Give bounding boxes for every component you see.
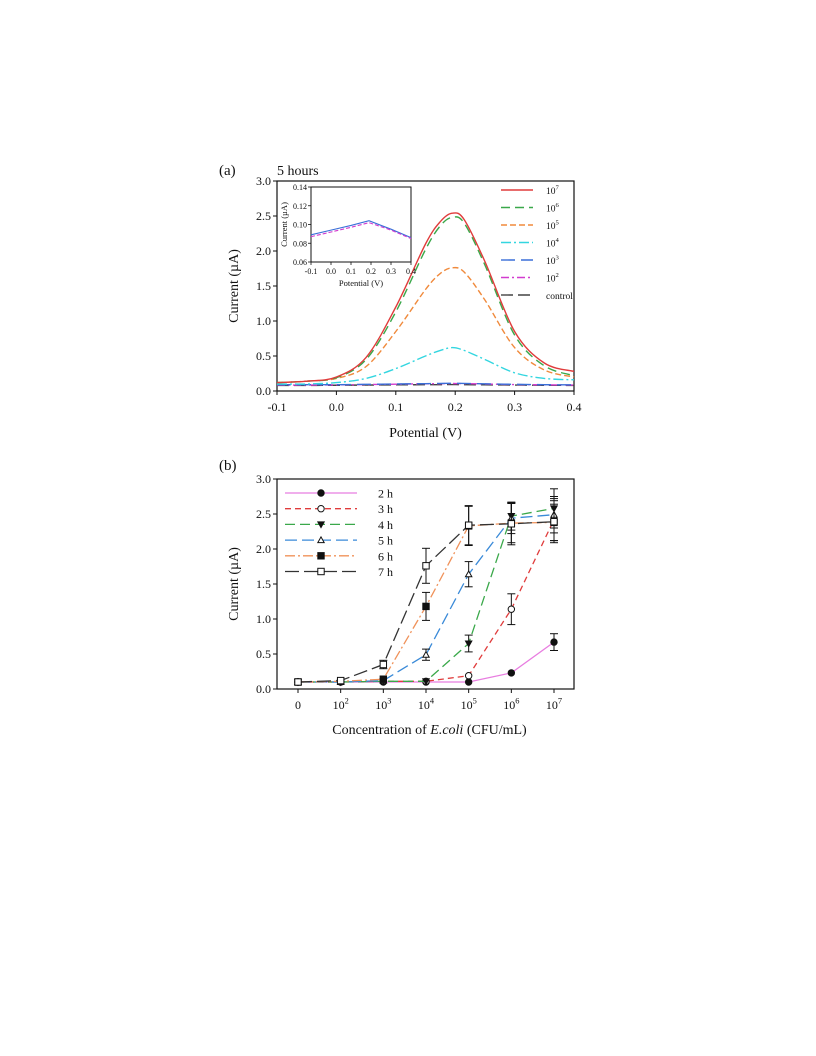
y-ytick-label: 2.0 [256,244,271,258]
series-line-2 [276,266,575,384]
x-tick-label: 0 [295,698,301,712]
inset-x-tick-label: 0.1 [346,267,356,276]
data-point [336,676,345,685]
inset-series-line-0 [310,220,412,239]
legend-label: 106 [546,202,560,214]
data-point [464,672,473,680]
y-axis-label: Current (µA) [227,249,242,323]
x-tick-label: 0.2 [448,400,463,414]
legend-label: 107 [546,185,560,197]
inset-series-line-1 [310,222,412,240]
x-tick-label: 0.0 [329,400,344,414]
legend-marker [316,535,326,544]
data-point [464,640,473,648]
x-tick-label: 102 [333,697,349,712]
legend-label: 104 [546,237,560,249]
legend-label: 103 [546,255,560,267]
legend-marker [317,567,325,576]
y-ytick-label: 3.0 [256,174,271,188]
x-tick-label: 104 [418,697,435,712]
inset-x-tick-label: -0.1 [305,267,318,276]
legend-marker [316,521,326,529]
data-point [507,669,516,677]
series-line-0 [298,641,555,683]
panel-b-chart: (b) 0 102 103 104 105 106 107 0.0 0.5 1.0 1.5 2.0 2.5… [219,458,575,738]
y-ytick-label: 1.0 [256,314,271,328]
y-ytick-label: 0.0 [256,682,271,696]
y-ytick-label: 2.0 [256,542,271,556]
legend-marker [317,505,325,513]
series-line-0 [276,212,575,384]
x-axis-label: Concentration of E.coli (CFU/mL) [332,723,527,738]
y-ytick-label: 0.5 [256,647,271,661]
legend-label: 5 h [378,534,393,548]
data-point [464,569,473,578]
inset-y-tick-label: 0.08 [293,239,307,248]
y-axis-label: Current (µA) [227,547,242,621]
x-tick-label: 0.4 [567,400,582,414]
legend-label: 6 h [378,549,393,563]
inset-x-tick-label: 0.0 [326,267,336,276]
x-axis-label: Potential (V) [389,426,462,441]
inset-x-tick-label: 0.4 [406,267,416,276]
legend-label: 4 h [378,518,393,532]
x-tick-label: 105 [461,697,477,712]
panel-label: (a) [219,163,236,179]
y-ytick-label: 0.5 [256,349,271,363]
data-point [379,675,388,683]
legend-label: control [546,292,573,302]
panel-a-chart: (a) 5 hours -0.1 0.0 0.1 0.2 0.3 0.4 0.0 0.5 1.0 1.… [219,163,582,441]
legend-label: 2 h [378,487,393,501]
inset-chart: -0.1 0.0 0.1 0.2 0.3 0.4 0.06 0.08 0.10 0.12 0.14 P… [279,183,416,288]
legend-label: 7 h [378,565,393,579]
x-tick-label: 103 [375,697,391,712]
data-point [422,562,430,570]
inset-x-axis-label: Potential (V) [339,278,383,288]
inset-y-tick-label: 0.10 [293,221,307,230]
y-ytick-label: 1.5 [256,577,271,591]
legend-label: 3 h [378,502,393,516]
x-tick-label: 0.3 [507,400,522,414]
legend-label: 105 [546,220,560,232]
data-point [507,520,516,528]
x-tick-label: 107 [546,697,562,712]
inset-y-tick-label: 0.12 [293,202,307,211]
panel-label: (b) [219,458,237,474]
data-point [507,605,516,613]
y-ytick-label: 0.0 [256,384,271,398]
legend-marker [317,489,325,497]
data-point [294,678,302,686]
data-point [464,521,473,529]
inset-x-tick-label: 0.3 [386,267,396,276]
y-ytick-label: 2.5 [256,507,271,521]
legend-label: 102 [546,272,559,284]
y-ytick-label: 2.5 [256,209,271,223]
chart-title: 5 hours [277,164,319,179]
y-ytick-label: 1.5 [256,279,271,293]
data-point [421,678,431,686]
data-point [464,678,473,686]
data-point [421,650,431,658]
series-line-3 [276,346,575,385]
series-line-4 [277,382,575,386]
x-tick-label: 106 [503,697,519,712]
x-tick-label: -0.1 [268,400,287,414]
inset-y-tick-label: 0.14 [293,183,307,192]
data-point [550,518,558,526]
data-point [422,602,430,611]
y-ytick-label: 1.0 [256,612,271,626]
y-ytick-label: 3.0 [256,472,271,486]
data-point [550,638,558,646]
x-tick-label: 0.1 [388,400,403,414]
inset-y-axis-label: Current (µA) [279,202,289,247]
inset-x-tick-label: 0.2 [366,267,376,276]
legend-marker [317,552,325,560]
inset-y-tick-label: 0.06 [293,258,307,267]
data-point [379,660,388,669]
